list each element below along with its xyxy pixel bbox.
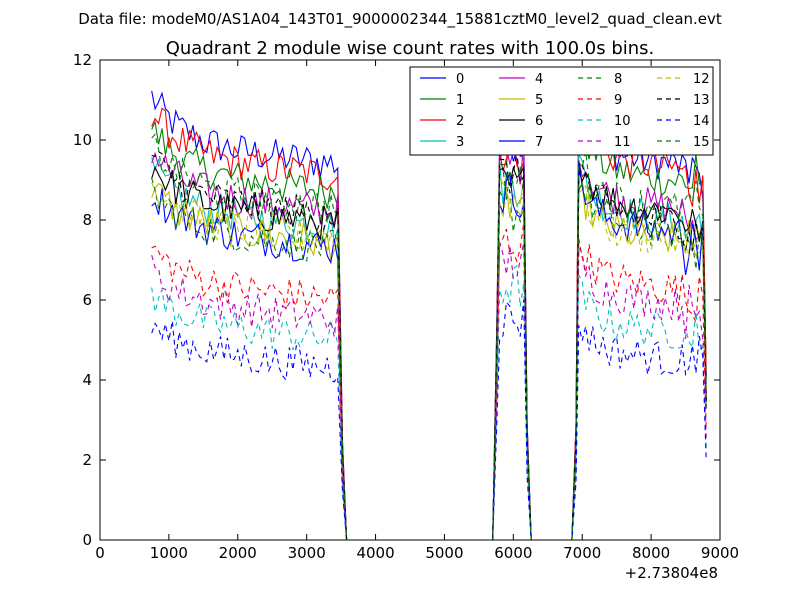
y-tick-label: 2 <box>82 451 92 469</box>
legend-label-9: 9 <box>614 93 622 108</box>
x-tick-label: 4000 <box>356 544 394 562</box>
x-tick-label: 8000 <box>632 544 670 562</box>
chart-title: Quadrant 2 module wise count rates with … <box>166 38 655 59</box>
series-line-11 <box>151 242 707 541</box>
y-tick-label: 0 <box>82 531 92 549</box>
legend-label-4: 4 <box>535 72 543 87</box>
legend-box <box>409 66 714 156</box>
x-tick-label: 0 <box>95 544 105 562</box>
x-tick-label: 7000 <box>563 544 601 562</box>
series-line-10 <box>151 264 707 541</box>
legend-label-12: 12 <box>693 72 710 87</box>
x-tick-label: 2000 <box>219 544 257 562</box>
x-tick-label: 6000 <box>494 544 532 562</box>
legend-label-0: 0 <box>456 72 464 87</box>
x-tick-label: 3000 <box>288 544 326 562</box>
x-tick-label: 1000 <box>150 544 188 562</box>
legend-label-2: 2 <box>456 114 464 129</box>
y-tick-label: 8 <box>82 211 92 229</box>
legend-label-15: 15 <box>693 135 710 150</box>
figure-suptitle: Data file: modeM0/AS1A04_143T01_90000023… <box>78 10 722 29</box>
axes: 0 1000 2000 3000 4000 5000 6000 7000 8000 9000 0 2 4… <box>73 51 739 562</box>
series-line-14 <box>151 299 707 541</box>
y-tick-label: 10 <box>73 131 92 149</box>
x-offset-label: +2.73804e8 <box>625 564 718 582</box>
legend-label-14: 14 <box>693 114 710 129</box>
legend-label-5: 5 <box>535 93 543 108</box>
y-tick-label: 12 <box>73 51 92 69</box>
legend-label-1: 1 <box>456 93 464 108</box>
legend-label-6: 6 <box>535 114 543 129</box>
legend-label-10: 10 <box>614 114 631 129</box>
y-tick-label: 4 <box>82 371 92 389</box>
legend-label-3: 3 <box>456 135 464 150</box>
legend-label-7: 7 <box>535 135 543 150</box>
x-tick-label: 9000 <box>701 544 739 562</box>
legend-label-8: 8 <box>614 72 622 87</box>
x-tick-label: 5000 <box>425 544 463 562</box>
y-tick-label: 6 <box>82 291 92 309</box>
legend-label-13: 13 <box>693 93 710 108</box>
legend-label-11: 11 <box>614 135 631 150</box>
